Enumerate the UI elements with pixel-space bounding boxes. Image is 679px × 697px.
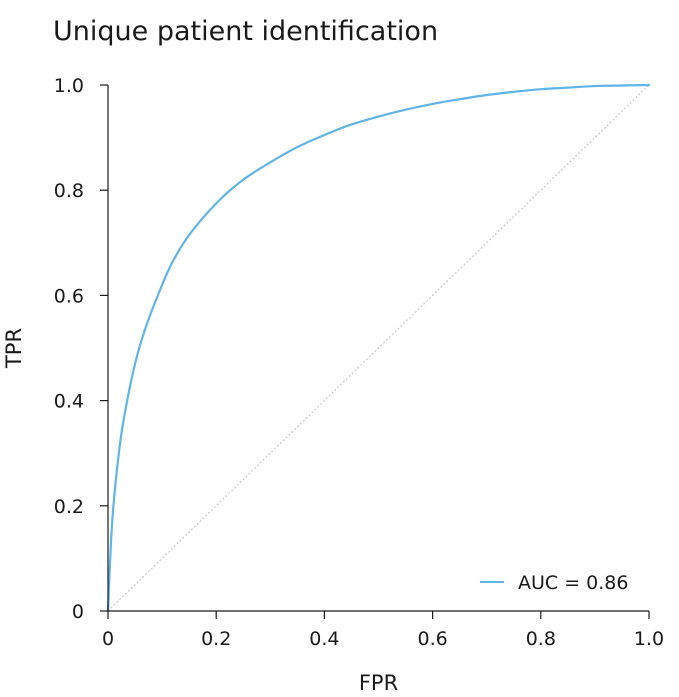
y-tick-label: 0.8: [54, 180, 84, 202]
x-tick-label: 0.2: [201, 628, 231, 650]
y-tick-label: 1.0: [54, 75, 84, 97]
y-tick-label: 0.4: [54, 391, 84, 413]
reference-layer: [107, 84, 650, 612]
x-axis-title: FPR: [359, 671, 398, 695]
y-tick-label: 0.2: [54, 496, 84, 518]
legend-label: AUC = 0.86: [518, 572, 628, 594]
axes-layer: [107, 85, 649, 612]
reference-diagonal-line: [107, 84, 650, 612]
x-tick-label: 0.8: [526, 628, 556, 650]
y-tick-label: 0: [72, 601, 84, 623]
legend: AUC = 0.86: [480, 572, 628, 594]
series-line-0: [106, 83, 651, 613]
y-axis-title: TPR: [2, 328, 26, 369]
chart-title: Unique patient identification: [53, 16, 439, 47]
series-layer: [106, 83, 651, 613]
ticks-layer: 0 0.2 0.4 0.6 0.8 1.0 0 0.2 0.4 0.6 0.8 1.0: [54, 75, 664, 650]
x-tick-label: 0: [102, 628, 114, 650]
x-tick-label: 0.6: [417, 628, 447, 650]
y-tick-label: 0.6: [54, 285, 84, 307]
x-tick-label: 1.0: [634, 628, 664, 650]
x-tick-label: 0.4: [309, 628, 339, 650]
